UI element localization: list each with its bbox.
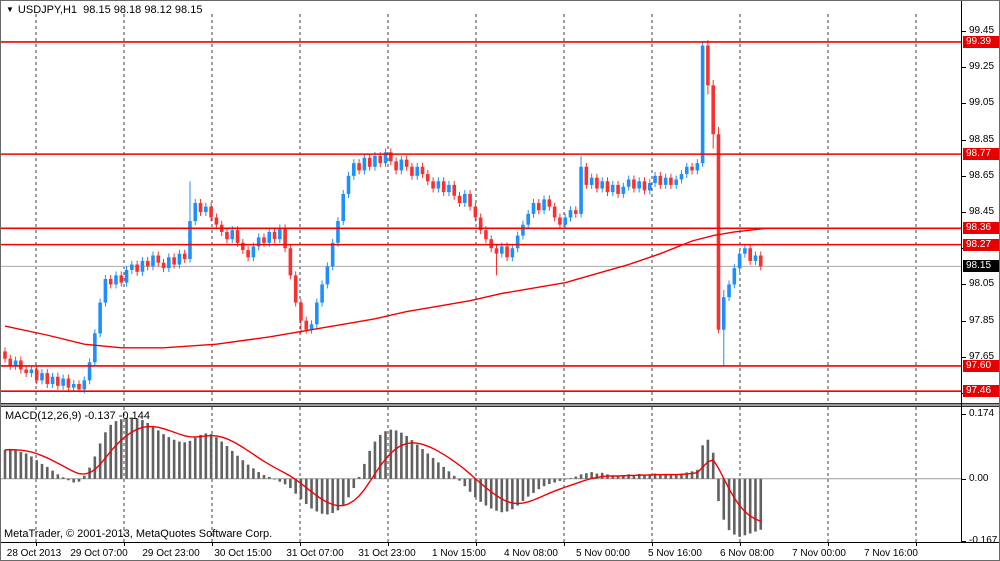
time-tick-mark [564, 543, 565, 546]
price-tick-mark [962, 139, 966, 141]
current-price-badge: 98.15 [963, 260, 999, 273]
price-level-badge: 98.27 [963, 238, 999, 251]
price-level-badge: 98.36 [963, 222, 999, 235]
price-level-badge: 97.46 [963, 385, 999, 398]
candles-layer [3, 40, 763, 394]
price-tick-mark [962, 31, 966, 33]
macd-indicator-chart[interactable] [1, 407, 961, 542]
price-tick-mark [962, 356, 966, 358]
time-label: 30 Oct 15:00 [214, 548, 272, 559]
price-tick-label: 99.05 [969, 97, 995, 109]
time-label: 4 Nov 08:00 [504, 548, 558, 559]
macd-tick-mark [962, 540, 966, 542]
time-label: 7 Nov 00:00 [792, 548, 846, 559]
macd-tick-label: 0.174 [969, 408, 995, 420]
price-tick-mark [962, 175, 966, 177]
ohlc-values: 98.15 98.18 98.12 98.15 [83, 4, 203, 16]
time-tick-mark [828, 543, 829, 546]
time-label: 31 Oct 23:00 [358, 548, 416, 559]
time-tick-mark [36, 543, 37, 546]
time-label: 1 Nov 15:00 [432, 548, 486, 559]
time-tick-mark [740, 543, 741, 546]
moving-average-line [4, 227, 767, 349]
time-label: 6 Nov 08:00 [720, 548, 774, 559]
time-tick-mark [212, 543, 213, 546]
price-axis[interactable]: 99.4599.2599.0598.8598.6598.4598.2598.05… [961, 1, 999, 545]
time-label: 5 Nov 16:00 [648, 548, 702, 559]
price-tick-mark [962, 67, 966, 69]
copyright-text: MetaTrader, © 2001-2013, MetaQuotes Soft… [4, 528, 273, 540]
time-tick-mark [652, 543, 653, 546]
price-tick-label: 97.65 [969, 350, 995, 362]
macd-signal-line [4, 425, 762, 522]
symbol-period-label: USDJPY,H1 [17, 4, 78, 16]
time-tick-mark [300, 543, 301, 546]
pane-divider[interactable] [1, 403, 999, 407]
time-label: 29 Oct 07:00 [70, 548, 128, 559]
time-label: 7 Nov 16:00 [864, 548, 918, 559]
time-label: 5 Nov 00:00 [576, 548, 630, 559]
macd-tick-label: -0.167 [969, 534, 998, 546]
macd-signal-value: -0.144 [118, 410, 150, 422]
collapse-triangle-icon[interactable]: ▼ [6, 5, 14, 14]
macd-tick-mark [962, 478, 966, 480]
price-tick-label: 99.45 [969, 25, 995, 37]
chart-title: ▼ USDJPY,H1 98.15 98.18 98.12 98.15 [6, 4, 202, 16]
main-gridlines [35, 14, 917, 403]
macd-histogram-layer [3, 417, 763, 537]
price-tick-mark [962, 212, 966, 214]
price-tick-label: 97.85 [969, 314, 995, 326]
price-tick-label: 98.45 [969, 206, 995, 218]
time-tick-mark [388, 543, 389, 546]
price-tick-label: 98.05 [969, 278, 995, 290]
price-tick-mark [962, 103, 966, 105]
time-tick-mark [476, 543, 477, 546]
price-level-badge: 98.77 [963, 148, 999, 161]
support-resistance-lines[interactable] [1, 41, 961, 393]
time-tick-mark [916, 543, 917, 546]
price-level-badge: 97.60 [963, 359, 999, 372]
macd-indicator-label: MACD(12,26,9) -0.137 -0.144 [5, 410, 150, 422]
time-label: 28 Oct 2013 [6, 548, 62, 559]
macd-main-value: -0.137 [84, 410, 116, 422]
main-price-chart[interactable] [1, 1, 961, 403]
time-label: 31 Oct 07:00 [286, 548, 344, 559]
macd-tick-label: 0.00 [969, 472, 989, 484]
macd-tick-mark [962, 414, 966, 416]
price-tick-label: 99.25 [969, 61, 995, 73]
price-tick-label: 98.85 [969, 133, 995, 145]
time-tick-mark [124, 543, 125, 546]
price-level-badge: 99.39 [963, 35, 999, 48]
time-axis[interactable]: 28 Oct 2013 29 Oct 07:00 29 Oct 23:00 30 Oc… [1, 542, 999, 560]
time-label: 29 Oct 23:00 [142, 548, 200, 559]
price-tick-label: 98.65 [969, 169, 995, 181]
price-tick-mark [962, 320, 966, 322]
macd-name: MACD(12,26,9) [5, 410, 82, 422]
price-tick-mark [962, 284, 966, 286]
